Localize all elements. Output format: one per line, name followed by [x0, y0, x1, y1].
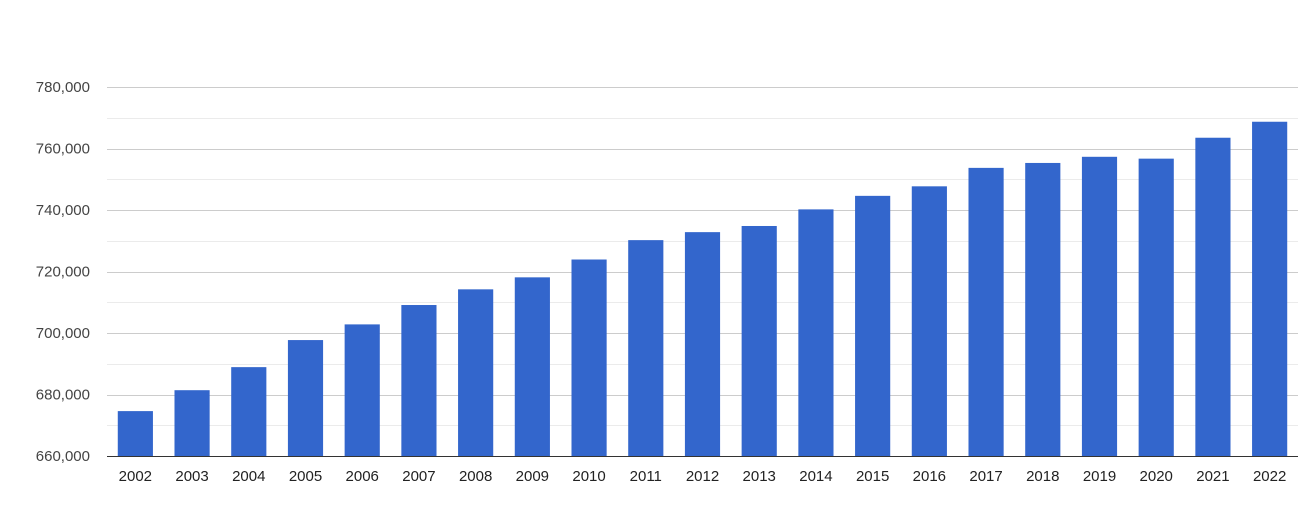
x-tick-label: 2005	[289, 468, 322, 485]
y-tick-label: 660,000	[36, 448, 90, 465]
bar-2002	[117, 411, 153, 456]
x-tick-label: 2018	[1026, 468, 1059, 485]
bar-2016	[911, 186, 947, 456]
x-tick-label: 2009	[516, 468, 549, 485]
y-tick-label: 780,000	[36, 79, 90, 96]
y-tick-label: 760,000	[36, 141, 90, 158]
x-tick-label: 2003	[175, 468, 208, 485]
bar-2021	[1195, 137, 1231, 457]
bar-2015	[855, 195, 891, 457]
x-tick-label: 2006	[346, 468, 379, 485]
y-axis-ticks: 660,000 680,000 700,000 720,000 740,000 760,0…	[36, 79, 90, 465]
bar-2007	[401, 305, 437, 456]
x-tick-label: 2011	[630, 468, 662, 485]
bar-2022	[1252, 121, 1288, 456]
bar-2018	[1025, 162, 1061, 456]
y-tick-label: 680,000	[36, 387, 90, 404]
x-tick-label: 2008	[459, 468, 492, 485]
bar-2004	[231, 367, 267, 456]
bar-2003	[174, 390, 210, 456]
bar-2014	[798, 209, 834, 456]
x-tick-label: 2014	[799, 468, 832, 485]
x-tick-label: 2022	[1253, 468, 1286, 485]
y-tick-label: 720,000	[36, 264, 90, 281]
y-tick-label: 700,000	[36, 325, 90, 342]
x-tick-label: 2010	[572, 468, 605, 485]
bars	[117, 121, 1288, 457]
x-tick-label: 2012	[686, 468, 719, 485]
x-tick-label: 2015	[856, 468, 889, 485]
bar-2009	[514, 277, 550, 456]
bar-2008	[458, 289, 494, 456]
x-tick-label: 2002	[119, 468, 152, 485]
x-tick-label: 2016	[913, 468, 946, 485]
x-axis-ticks: 2002 2003 2004 2005 2006 2007 2008 2009 2010 2011…	[119, 468, 1287, 485]
bar-2005	[287, 340, 324, 456]
bar-2019	[1081, 156, 1118, 457]
x-tick-label: 2021	[1196, 468, 1229, 485]
bar-2010	[571, 259, 607, 456]
bar-2012	[684, 232, 721, 456]
bar-2011	[628, 240, 664, 456]
x-tick-label: 2017	[969, 468, 1002, 485]
bar-2020	[1138, 158, 1174, 456]
bar-2013	[741, 225, 777, 456]
bar-2017	[968, 167, 1004, 456]
x-tick-label: 2007	[402, 468, 435, 485]
x-tick-label: 2013	[743, 468, 776, 485]
x-tick-label: 2020	[1140, 468, 1173, 485]
x-tick-label: 2019	[1083, 468, 1116, 485]
x-tick-label: 2004	[232, 468, 265, 485]
bar-2006	[344, 324, 380, 456]
y-tick-label: 740,000	[36, 202, 90, 219]
